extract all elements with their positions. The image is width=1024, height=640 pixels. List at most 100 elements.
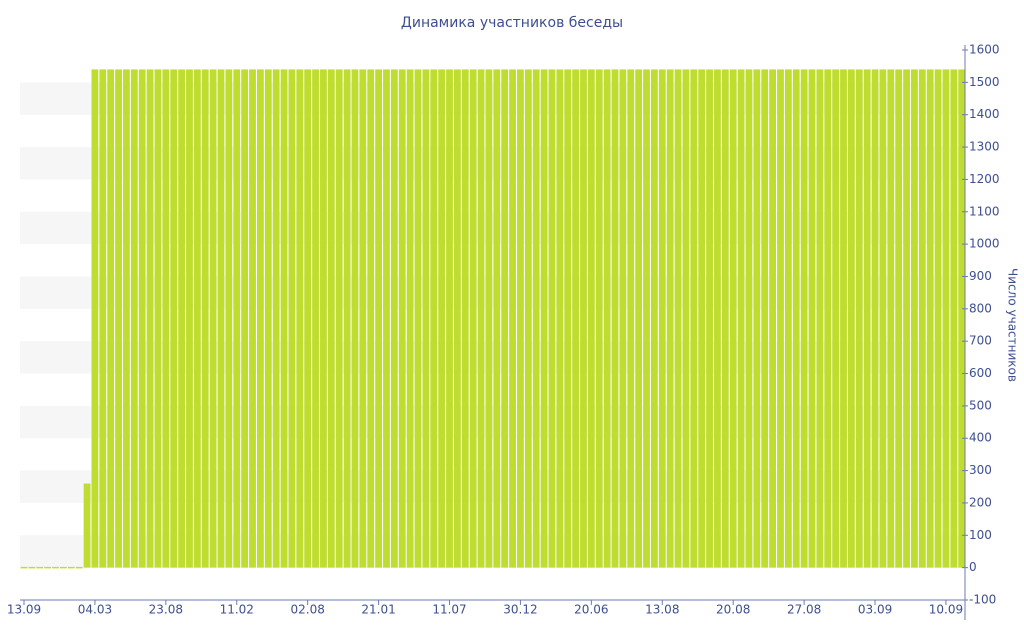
bar [942,69,950,568]
bar [249,69,256,568]
bar [154,69,162,568]
bar [784,69,792,568]
y-tick-label: 500 [969,398,992,412]
bar [816,69,824,568]
bar [769,69,776,568]
bar [603,69,611,568]
bar [903,69,910,568]
chart-title: Динамика участников беседы [401,15,623,31]
bar [383,69,390,568]
bar [501,69,509,568]
bar [178,69,185,568]
bar [67,566,75,569]
y-tick-label: 300 [969,463,992,477]
bar [753,69,761,568]
bar [556,69,564,568]
bar [706,69,713,568]
y-tick-label: 1300 [969,140,1000,154]
bar [792,69,800,568]
bar [60,566,67,569]
x-tick-label: 04.03 [78,603,112,617]
bar [485,69,493,568]
bar [28,566,36,569]
bar [895,69,903,568]
bar [343,69,351,568]
y-tick-label: 1100 [969,204,1000,218]
bar [627,69,635,568]
bar [690,69,698,568]
bar [564,69,572,568]
bar [264,69,272,568]
bar [280,69,288,568]
x-tick-label: 21.01 [361,603,395,617]
x-tick-label: 03.09 [858,603,892,617]
bar [241,69,249,568]
bar [674,69,682,568]
bar [335,69,343,568]
bar [714,69,721,568]
bar [422,69,430,568]
bar [201,69,209,568]
bar [406,69,414,568]
bar [75,566,83,569]
bar [83,483,91,568]
y-tick-label: 800 [969,301,992,315]
x-tick-label: 11.02 [220,603,254,617]
x-tick-label: 13.09 [7,603,41,617]
bar [911,69,918,568]
bar [91,69,99,568]
y-axis-title: Число участников [1006,268,1020,382]
bar [146,69,154,568]
bar [698,69,706,568]
bar [548,69,556,568]
bar [871,69,879,568]
bar [524,69,532,568]
y-tick-label: 1600 [969,43,1000,57]
bar [729,69,737,568]
bar [52,566,59,569]
bar [320,69,327,568]
bar [454,69,461,568]
bar [540,69,548,568]
bar [477,69,485,568]
bar [327,69,335,568]
bar [863,69,871,568]
bar [808,69,816,568]
bar [20,566,28,569]
y-tick-label: 1400 [969,107,1000,121]
bar [572,69,579,568]
x-tick-label: 11.07 [432,603,466,617]
bar [840,69,847,568]
bar [721,69,729,568]
y-tick-label: 100 [969,528,992,542]
bar [351,69,359,568]
y-tick-label: 1500 [969,75,1000,89]
y-tick-label: 900 [969,269,992,283]
bar [193,69,201,568]
bar [918,69,926,568]
bar [130,69,138,568]
bar [611,69,619,568]
bar [390,69,398,568]
bar [800,69,808,568]
bar [225,69,233,568]
bar [209,69,217,568]
bar [879,69,887,568]
y-tick-label: -100 [969,593,996,607]
y-tick-label: 1000 [969,237,1000,251]
bar [99,69,107,568]
bar [296,69,304,568]
bar [36,566,44,569]
bar [414,69,422,568]
x-tick-label: 27.08 [787,603,821,617]
bar [934,69,942,568]
bar [398,69,406,568]
bar [635,69,643,568]
bar [367,69,375,568]
bar [958,69,966,568]
bar [170,69,178,568]
bar [651,69,658,568]
bar [658,69,666,568]
x-tick-label: 20.08 [716,603,750,617]
